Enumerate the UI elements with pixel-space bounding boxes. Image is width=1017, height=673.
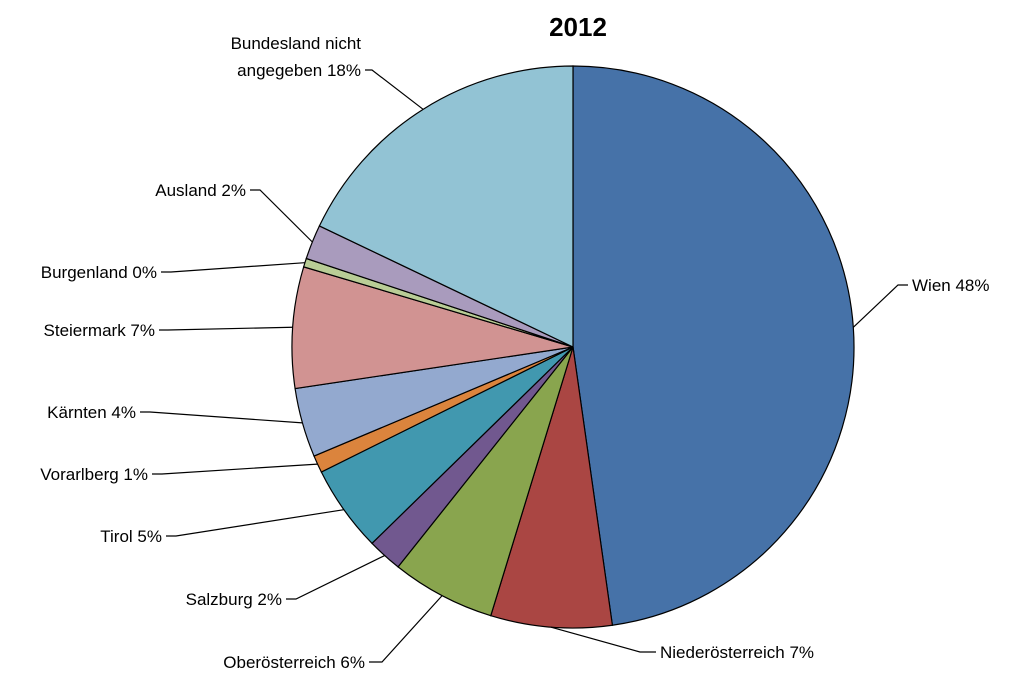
leader-line <box>250 190 312 242</box>
slice-label: Vorarlberg 1% <box>40 465 148 484</box>
leader-line <box>166 510 344 536</box>
chart-title: 2012 <box>549 12 607 42</box>
slice-label: Kärnten 4% <box>47 403 136 422</box>
slice-label: Ausland 2% <box>155 181 246 200</box>
slice-label: Salzburg 2% <box>186 590 282 609</box>
leader-line <box>161 263 305 272</box>
slice-label-line: Bundesland nicht <box>231 34 362 53</box>
leader-line <box>286 556 385 599</box>
leader-line <box>853 285 908 327</box>
slice-label: Burgenland 0% <box>41 263 157 282</box>
slice-label: Bundesland nicht angegeben 18% <box>231 34 362 80</box>
slice-label: Wien 48% <box>912 276 989 295</box>
slice-label: Tirol 5% <box>100 527 162 546</box>
pie-slice-wien <box>573 66 854 625</box>
slice-label: Oberösterreich 6% <box>223 653 365 672</box>
leader-line <box>551 627 656 652</box>
slice-label: Niederösterreich 7% <box>660 643 814 662</box>
leader-line <box>369 596 442 662</box>
slice-label-line: angegeben 18% <box>237 61 361 80</box>
leader-line <box>159 327 293 330</box>
slice-label: Steiermark 7% <box>44 321 155 340</box>
leader-line <box>140 412 302 423</box>
leader-line <box>365 70 423 109</box>
leader-line <box>152 464 318 474</box>
